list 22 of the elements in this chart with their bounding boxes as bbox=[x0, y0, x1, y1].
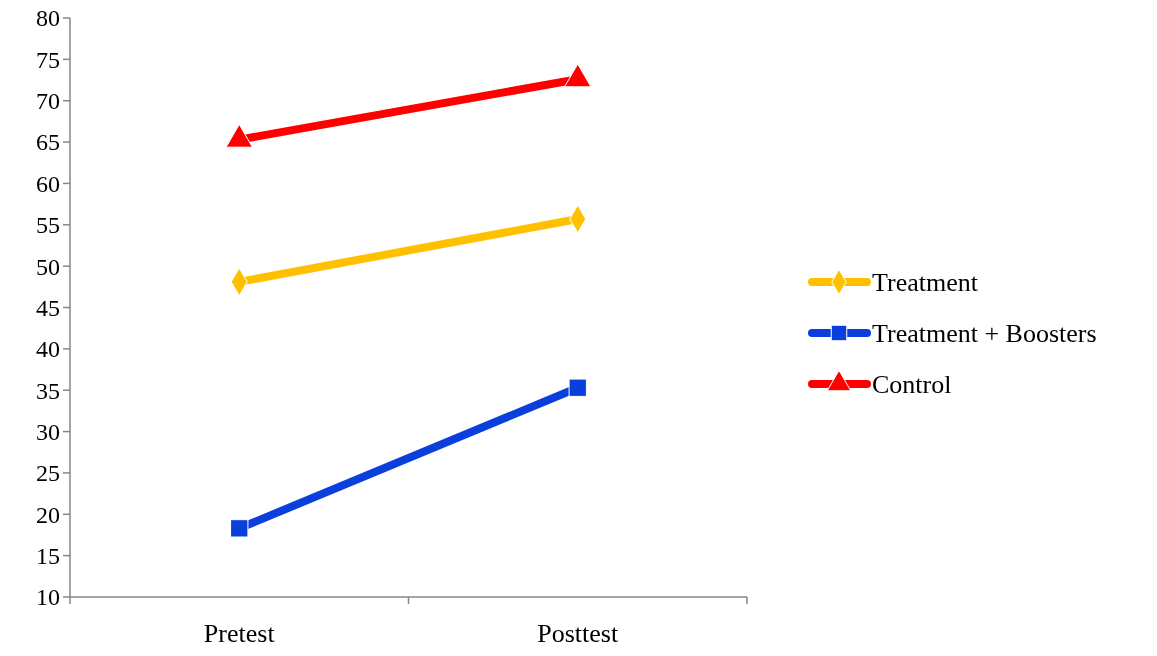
y-tick-label: 45 bbox=[36, 294, 60, 321]
y-tick-label: 10 bbox=[36, 584, 60, 611]
y-tick-label: 80 bbox=[36, 5, 60, 32]
x-tick-label: Posttest bbox=[537, 619, 619, 648]
y-tick-label: 35 bbox=[36, 377, 60, 404]
y-tick-label: 50 bbox=[36, 253, 60, 280]
legend-label: Treatment bbox=[872, 268, 979, 298]
legend-label: Treatment + Boosters bbox=[872, 319, 1097, 349]
point bbox=[568, 378, 587, 397]
x-tick-label: Pretest bbox=[203, 619, 276, 648]
y-tick-label: 55 bbox=[36, 212, 60, 239]
y-tick-label: 70 bbox=[36, 88, 60, 115]
y-tick-label: 15 bbox=[36, 543, 60, 570]
legend-label: Control bbox=[872, 370, 952, 400]
y-tick-label: 25 bbox=[36, 460, 60, 487]
point bbox=[230, 519, 249, 538]
y-tick-label: 65 bbox=[36, 129, 60, 156]
y-tick-label: 40 bbox=[36, 336, 60, 363]
y-tick-label: 60 bbox=[36, 170, 60, 197]
y-tick-label: 75 bbox=[36, 46, 60, 73]
y-tick-label: 30 bbox=[36, 418, 60, 445]
y-tick-label: 20 bbox=[36, 501, 60, 528]
